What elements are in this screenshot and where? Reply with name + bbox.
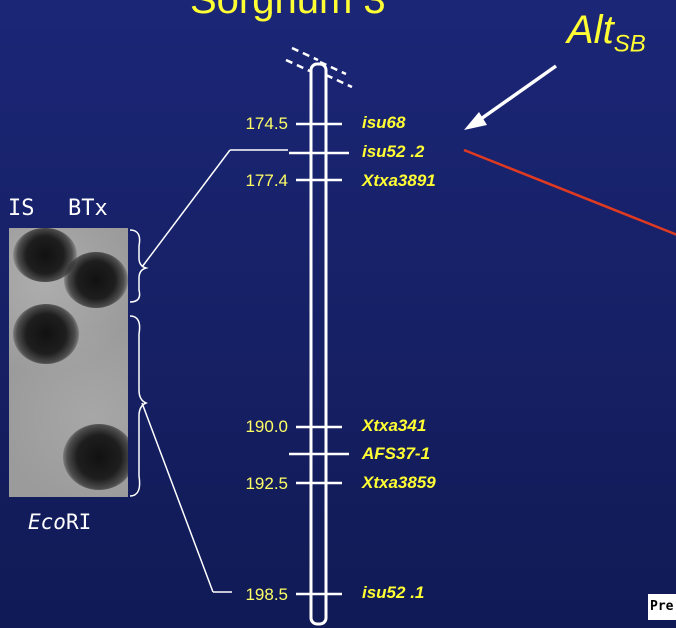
enzyme-label: EcoRI [28, 510, 91, 534]
break-mark-left-2 [291, 46, 319, 62]
position-label: 192.5 [245, 474, 288, 493]
locus-arrow-shaft [476, 64, 558, 123]
marker-label: isu52 .1 [362, 583, 425, 602]
locus-label: AltSB [567, 8, 646, 58]
connector-upper-diagonal [141, 149, 231, 268]
break-mark-right-2 [319, 60, 347, 76]
band-btx-lower [63, 424, 128, 490]
position-label: 174.5 [245, 114, 288, 133]
marker-label: isu68 [362, 113, 406, 132]
lane-label-btx: BTx [68, 196, 108, 221]
chromosome-bar [309, 62, 328, 626]
locus-label-subscript: SB [613, 30, 646, 58]
band-is-lower [13, 304, 79, 364]
enzyme-label-rest: RI [65, 510, 92, 534]
locus-label-main: Alt [567, 8, 614, 52]
enzyme-label-italic: Eco [28, 510, 66, 534]
brace-lower [129, 315, 148, 497]
marker-label: isu52 .2 [362, 142, 425, 161]
red-connector-line [463, 148, 676, 236]
watermark-box: Pre [648, 594, 676, 620]
marker-label: Xtxa3891 [362, 171, 436, 190]
locus-arrow-head [464, 112, 487, 130]
band-btx-upper [64, 252, 128, 308]
break-mark-left [285, 58, 313, 74]
diagram-title: Sorghum 3 [190, 0, 386, 22]
break-mark-right [325, 73, 353, 89]
position-label: 177.4 [245, 171, 288, 190]
brace-upper [129, 229, 149, 303]
marker-label: AFS37-1 [362, 444, 431, 463]
gel-blot-image [9, 228, 128, 497]
marker-label: Xtxa3859 [362, 473, 436, 492]
connector-lower-diagonal [141, 402, 214, 593]
position-label: 198.5 [245, 585, 288, 604]
position-label: 190.0 [245, 417, 288, 436]
lane-label-is: IS [8, 196, 35, 221]
marker-label: Xtxa341 [362, 416, 427, 435]
